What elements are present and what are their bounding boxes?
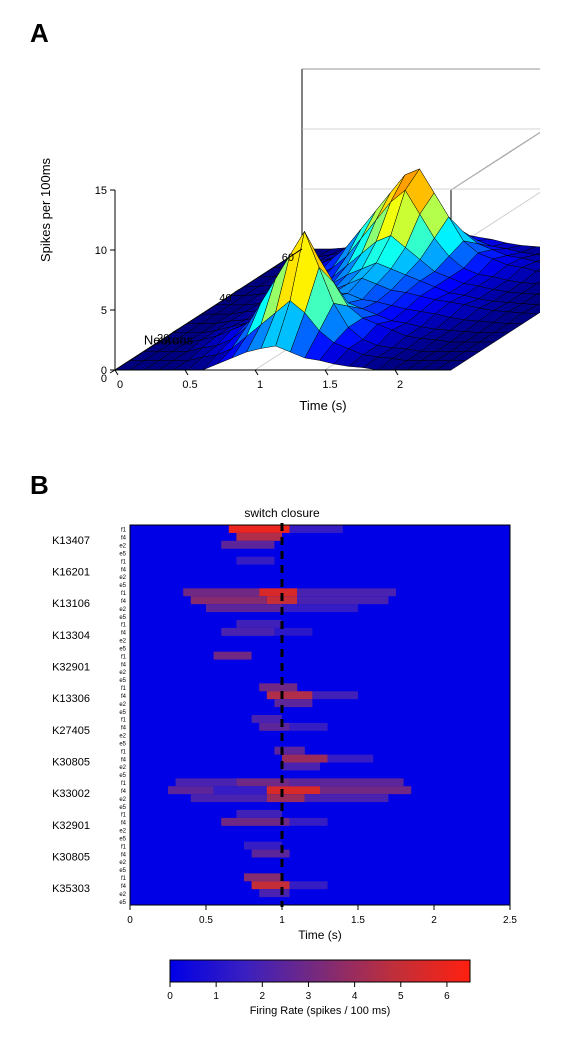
svg-text:e2: e2: [119, 575, 126, 581]
svg-text:e5: e5: [119, 773, 126, 779]
svg-text:f4: f4: [121, 726, 127, 732]
svg-text:e5: e5: [119, 836, 126, 842]
svg-text:e5: e5: [119, 805, 126, 811]
svg-text:2: 2: [431, 915, 437, 926]
svg-text:f1: f1: [121, 813, 127, 819]
svg-text:0.5: 0.5: [182, 379, 197, 391]
svg-text:e5: e5: [119, 710, 126, 716]
svg-text:f1: f1: [121, 781, 127, 787]
svg-text:e2: e2: [119, 639, 126, 645]
svg-text:1.5: 1.5: [322, 379, 337, 391]
svg-text:f1: f1: [121, 876, 127, 882]
svg-text:K33002: K33002: [52, 788, 90, 800]
svg-text:1: 1: [213, 991, 219, 1002]
svg-text:f1: f1: [121, 591, 127, 597]
svg-text:Firing Rate (spikes / 100 ms): Firing Rate (spikes / 100 ms): [250, 1005, 391, 1017]
panel-b-label: B: [30, 470, 49, 501]
svg-text:60: 60: [282, 252, 294, 264]
svg-text:5: 5: [398, 991, 404, 1002]
svg-text:f1: f1: [121, 654, 127, 660]
svg-text:switch closure: switch closure: [244, 506, 320, 520]
svg-text:e2: e2: [119, 607, 126, 613]
svg-text:2.5: 2.5: [503, 915, 517, 926]
svg-text:4: 4: [352, 991, 358, 1002]
svg-text:2: 2: [260, 991, 266, 1002]
svg-text:f4: f4: [121, 599, 127, 605]
svg-text:1: 1: [279, 915, 285, 926]
svg-text:0: 0: [167, 991, 173, 1002]
svg-text:K13106: K13106: [52, 598, 90, 610]
svg-text:e2: e2: [119, 702, 126, 708]
svg-text:3: 3: [306, 991, 312, 1002]
svg-text:10: 10: [95, 245, 107, 257]
svg-text:K16201: K16201: [52, 567, 90, 579]
svg-text:e2: e2: [119, 544, 126, 550]
svg-text:f4: f4: [121, 536, 127, 542]
svg-text:e5: e5: [119, 583, 126, 589]
svg-text:f1: f1: [121, 686, 127, 692]
svg-text:f4: f4: [121, 852, 127, 858]
svg-text:e5: e5: [119, 900, 126, 906]
svg-text:K13407: K13407: [52, 535, 90, 547]
svg-text:2: 2: [397, 379, 403, 391]
svg-text:f4: f4: [121, 789, 127, 795]
svg-text:e2: e2: [119, 797, 126, 803]
svg-text:f4: f4: [121, 631, 127, 637]
svg-text:0: 0: [101, 373, 107, 385]
svg-text:e5: e5: [119, 868, 126, 874]
svg-text:e5: e5: [119, 551, 126, 557]
svg-text:0: 0: [117, 379, 123, 391]
svg-text:f1: f1: [121, 749, 127, 755]
svg-text:e2: e2: [119, 734, 126, 740]
svg-text:e5: e5: [119, 741, 126, 747]
svg-text:K27405: K27405: [52, 725, 90, 737]
svg-text:f4: f4: [121, 821, 127, 827]
svg-text:f4: f4: [121, 884, 127, 890]
svg-text:f1: f1: [121, 528, 127, 534]
svg-text:1.5: 1.5: [351, 915, 365, 926]
svg-text:f4: f4: [121, 567, 127, 573]
svg-text:K13306: K13306: [52, 693, 90, 705]
svg-text:f1: f1: [121, 623, 127, 629]
svg-text:f1: f1: [121, 844, 127, 850]
svg-text:40: 40: [219, 292, 231, 304]
svg-text:f1: f1: [121, 718, 127, 724]
svg-text:1: 1: [257, 379, 263, 391]
svg-text:5: 5: [101, 305, 107, 317]
svg-text:f4: f4: [121, 662, 127, 668]
svg-text:0: 0: [127, 915, 133, 926]
heatmap-chart: switch closure 0 0.5 1 1.5 2 2.5 Time (s) K13407…: [40, 500, 540, 1030]
svg-text:f4: f4: [121, 757, 127, 763]
svg-text:e5: e5: [119, 615, 126, 621]
svg-text:e5: e5: [119, 646, 126, 652]
svg-text:K32901: K32901: [52, 662, 90, 674]
svg-text:Neurons: Neurons: [144, 333, 194, 348]
svg-text:e2: e2: [119, 829, 126, 835]
svg-text:e2: e2: [119, 892, 126, 898]
svg-text:6: 6: [444, 991, 450, 1002]
svg-text:K32901: K32901: [52, 820, 90, 832]
svg-text:K30805: K30805: [52, 757, 90, 769]
svg-text:K35303: K35303: [52, 883, 90, 895]
svg-text:K30805: K30805: [52, 852, 90, 864]
svg-text:e2: e2: [119, 765, 126, 771]
surface3d-chart: 05101500.511.520204060Spikes per 100msTi…: [30, 40, 540, 440]
svg-text:Time (s): Time (s): [299, 398, 346, 413]
svg-text:0.5: 0.5: [199, 915, 213, 926]
svg-text:e2: e2: [119, 860, 126, 866]
svg-text:e2: e2: [119, 670, 126, 676]
svg-text:Time (s): Time (s): [298, 928, 342, 942]
svg-text:K13304: K13304: [52, 630, 90, 642]
svg-text:Spikes per 100ms: Spikes per 100ms: [38, 157, 53, 262]
svg-text:15: 15: [95, 185, 107, 197]
svg-text:f1: f1: [121, 559, 127, 565]
svg-text:e5: e5: [119, 678, 126, 684]
svg-text:f4: f4: [121, 694, 127, 700]
